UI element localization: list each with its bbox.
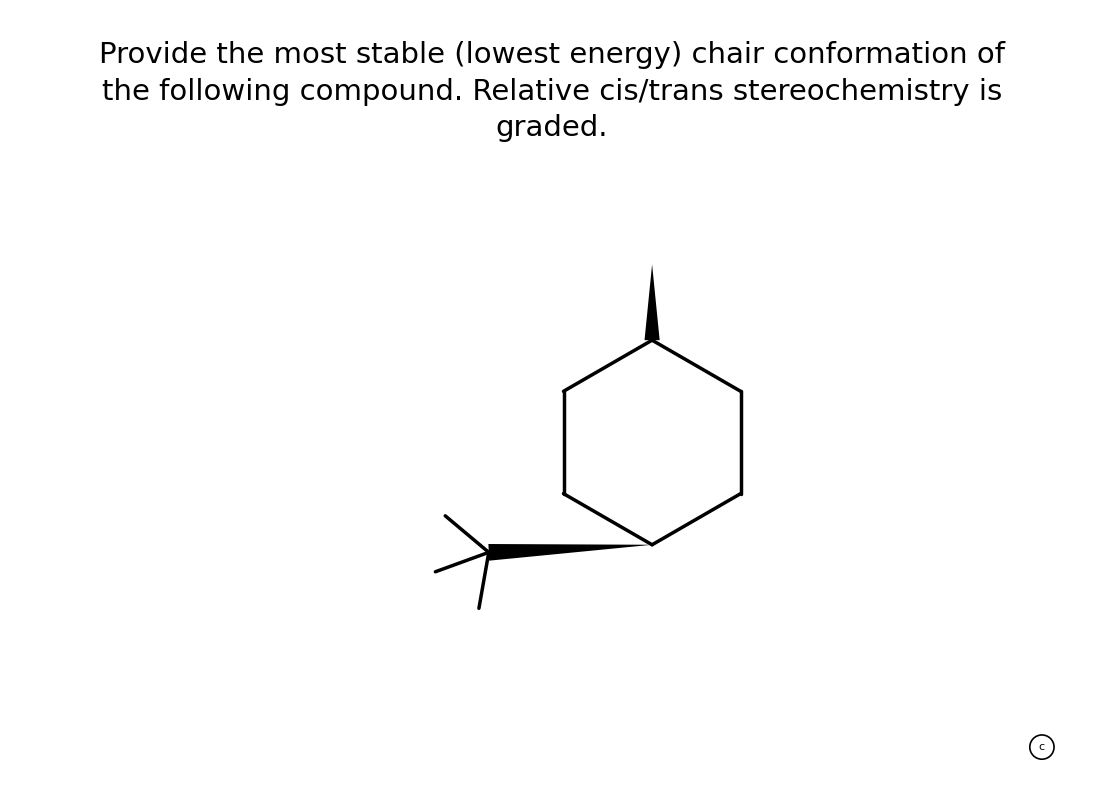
Text: Provide the most stable (lowest energy) chair conformation of
the following comp: Provide the most stable (lowest energy) …	[99, 40, 1005, 142]
Polygon shape	[488, 544, 652, 561]
Text: c: c	[1039, 742, 1045, 752]
Polygon shape	[645, 264, 660, 340]
